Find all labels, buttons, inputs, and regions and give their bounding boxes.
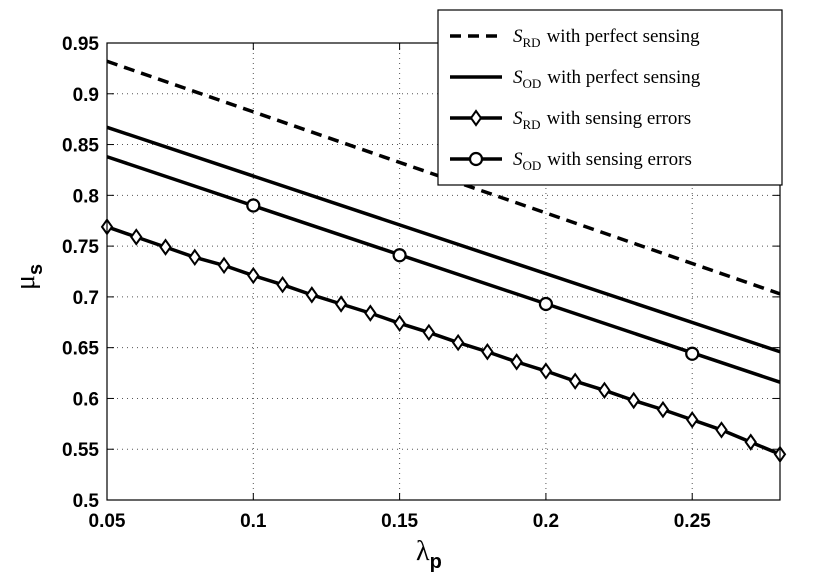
- y-tick-label: 0.9: [73, 85, 99, 106]
- x-axis-label: λp: [416, 536, 442, 573]
- circle-marker: [685, 346, 700, 361]
- series-line-0: [106, 59, 781, 296]
- legend-text: with sensing errors: [547, 149, 692, 170]
- x-tick-label: 0.2: [533, 511, 559, 532]
- circle-marker: [538, 296, 554, 312]
- circle-marker: [246, 198, 261, 213]
- series-line-3: [106, 155, 781, 384]
- diamond-marker: [393, 314, 406, 333]
- legend-text: with perfect sensing: [547, 67, 701, 88]
- diamond-marker: [510, 353, 523, 371]
- legend-box: [437, 9, 783, 186]
- series-line-1: [106, 125, 781, 354]
- legend-text: with perfect sensing: [547, 26, 701, 47]
- series-line-2: [106, 225, 781, 456]
- legend-sub: OD: [523, 76, 542, 91]
- legend-sub: OD: [523, 158, 542, 173]
- diamond-marker: [715, 421, 728, 439]
- y-tick-label: 0.75: [62, 237, 99, 258]
- diamond-marker: [305, 286, 319, 304]
- legend-label-srd-perfect: SRD with perfect sensing: [513, 26, 700, 50]
- diamond-marker: [422, 323, 436, 342]
- circle-marker-icon: [468, 151, 484, 167]
- legend-script: S: [513, 149, 523, 170]
- legend-script: S: [513, 26, 523, 47]
- x-tick-label: 0.05: [89, 511, 126, 532]
- legend-entry-srd-perfect: SRD with perfect sensing: [450, 26, 700, 50]
- diamond-marker: [276, 275, 289, 294]
- x-axis-subscript: p: [430, 551, 442, 573]
- y-tick-label: 0.6: [73, 389, 99, 410]
- legend-script: S: [513, 108, 523, 129]
- y-tick-label: 0.85: [62, 136, 99, 157]
- diamond-marker: [744, 433, 757, 451]
- diamond-marker: [451, 333, 465, 352]
- diamond-marker: [481, 343, 494, 361]
- circle-marker: [392, 248, 407, 263]
- legend-script: S: [513, 67, 523, 88]
- y-tick-label: 0.65: [62, 339, 99, 360]
- diamond-marker: [568, 372, 582, 390]
- legend-entry-sod-perfect: SOD with perfect sensing: [450, 67, 701, 91]
- y-tick-label: 0.95: [62, 34, 99, 55]
- series-layer: [100, 59, 787, 464]
- legend: SRD with perfect sensing SOD with perfect …: [437, 9, 783, 186]
- diamond-marker: [539, 362, 553, 380]
- legend-text: with sensing errors: [547, 108, 692, 129]
- y-tick-label: 0.55: [62, 440, 99, 461]
- legend-entry-srd-errors: SRD with sensing errors: [450, 108, 691, 132]
- diamond-marker: [334, 295, 348, 313]
- x-tick-label: 0.15: [381, 511, 418, 532]
- legend-entry-sod-errors: SOD with sensing errors: [450, 149, 692, 173]
- diamond-marker-icon: [469, 109, 483, 127]
- diamond-marker: [364, 304, 377, 322]
- legend-sub: RD: [523, 35, 541, 50]
- legend-label-sod-errors: SOD with sensing errors: [513, 149, 692, 173]
- y-tick-label: 0.8: [73, 186, 99, 207]
- diamond-marker: [247, 266, 260, 285]
- diamond-marker: [130, 228, 143, 246]
- x-axis-symbol: λ: [416, 536, 430, 567]
- diamond-marker: [159, 238, 172, 256]
- y-axis-label: μs: [10, 264, 47, 290]
- diamond-marker: [685, 411, 699, 429]
- y-axis-subscript: s: [25, 264, 47, 275]
- y-tick-label: 0.7: [73, 288, 99, 309]
- y-axis-symbol: μ: [10, 275, 41, 290]
- x-tick-label: 0.1: [240, 511, 267, 532]
- diamond-marker: [598, 381, 611, 400]
- legend-label-sod-perfect: SOD with perfect sensing: [513, 67, 701, 91]
- diamond-marker: [217, 256, 231, 275]
- legend-label-srd-errors: SRD with sensing errors: [513, 108, 691, 132]
- x-tick-label: 0.25: [674, 511, 711, 532]
- y-tick-label: 0.5: [73, 491, 100, 512]
- diamond-marker: [627, 391, 640, 410]
- legend-sub: RD: [523, 117, 541, 132]
- diamond-marker: [656, 400, 670, 419]
- diamond-marker: [188, 248, 202, 267]
